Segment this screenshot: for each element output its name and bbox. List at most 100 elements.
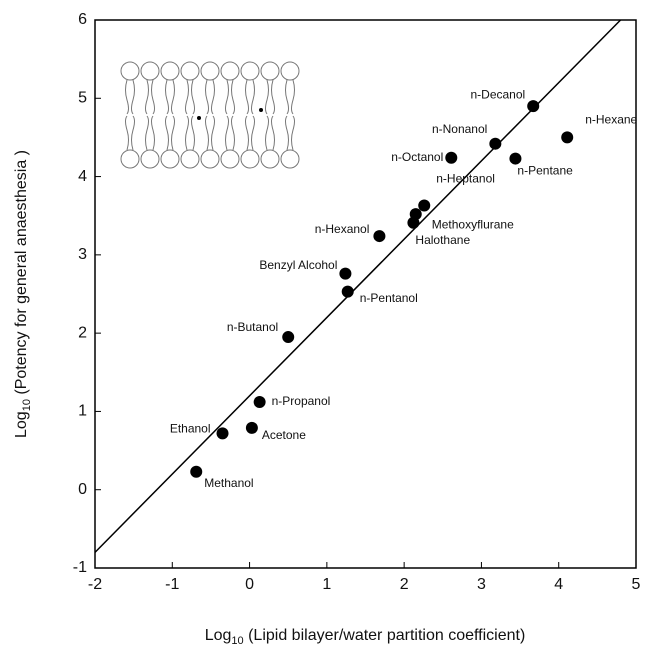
lipid-head	[160, 149, 180, 169]
data-point	[445, 151, 458, 164]
data-point	[409, 208, 422, 221]
lipid-tail	[271, 115, 275, 151]
lipid-tail	[271, 79, 275, 115]
lipid-tail	[265, 79, 269, 115]
data-point	[216, 427, 229, 440]
lipid-tail	[145, 79, 149, 115]
point-label: Ethanol	[170, 422, 211, 436]
lipid-tail	[291, 115, 295, 151]
point-label: n-Decanol	[471, 87, 526, 101]
lipid-head	[200, 149, 220, 169]
point-label: n-Octanol	[391, 150, 443, 164]
lipid-tail	[251, 79, 255, 115]
lipid-head	[240, 149, 260, 169]
data-point	[527, 100, 540, 113]
x-axis-label: Log10 (Lipid bilayer/water partition coe…	[205, 627, 526, 647]
lipid-tail	[245, 115, 249, 151]
lipid-head	[220, 149, 240, 169]
y-label-main: Log	[13, 411, 30, 438]
lipid-head	[220, 61, 240, 81]
lipid-tail	[151, 115, 155, 151]
point-label: n-Nonanol	[432, 122, 487, 136]
x-tick-label: 5	[632, 576, 641, 593]
plot-frame	[94, 19, 637, 569]
y-tick-label: 5	[78, 90, 87, 107]
point-label: Benzyl Alcohol	[259, 258, 337, 272]
lipid-tail	[225, 115, 229, 151]
lipid-tail	[145, 115, 149, 151]
lipid-tail	[231, 115, 235, 151]
point-label: Methanol	[204, 476, 253, 490]
data-point	[373, 230, 386, 243]
x-label-rest: (Lipid bilayer/water partition coefficie…	[244, 627, 526, 644]
lipid-head	[200, 61, 220, 81]
point-label: Methoxyflurane	[432, 217, 514, 231]
lipid-tail	[265, 115, 269, 151]
lipid-tail	[131, 79, 135, 115]
y-tick-label: 4	[78, 168, 87, 185]
lipid-head	[260, 61, 280, 81]
data-point	[282, 331, 295, 344]
lipid-tail	[131, 115, 135, 151]
y-axis-label: Log10 (Potency for general anaesthesia )	[13, 150, 33, 438]
data-point	[489, 137, 502, 150]
lipid-tail	[225, 79, 229, 115]
x-tick-label: -1	[165, 576, 179, 593]
data-point	[561, 131, 574, 144]
lipid-head	[260, 149, 280, 169]
lipid-head	[280, 149, 300, 169]
x-label-main: Log	[205, 627, 232, 644]
lipid-head	[120, 149, 140, 169]
x-tick-label: -2	[88, 576, 102, 593]
molecule	[259, 108, 263, 112]
x-label-sub: 10	[231, 635, 243, 647]
point-label: n-Pentanol	[360, 291, 418, 305]
x-tick-label: 3	[477, 576, 486, 593]
lipid-tail	[185, 115, 189, 151]
x-tick-label: 4	[554, 576, 563, 593]
point-label: n-Hexane	[585, 113, 637, 127]
lipid-tail	[231, 79, 235, 115]
point-label: n-Hexanol	[315, 222, 370, 236]
lipid-tail	[251, 115, 255, 151]
x-tick-label: 0	[245, 576, 254, 593]
lipid-head	[140, 149, 160, 169]
lipid-tail	[285, 79, 289, 115]
lipid-tail	[171, 79, 175, 115]
y-tick-label: -1	[73, 559, 87, 576]
data-point	[339, 267, 352, 280]
y-label-rest: (Potency for general anaesthesia )	[13, 150, 30, 399]
lipid-tail	[125, 115, 129, 151]
lipid-head	[160, 61, 180, 81]
lipid-head	[120, 61, 140, 81]
lipid-tail	[291, 79, 295, 115]
x-tick-label: 1	[322, 576, 331, 593]
lipid-head	[280, 61, 300, 81]
lipid-tail	[191, 115, 195, 151]
lipid-head	[240, 61, 260, 81]
point-label: n-Heptanol	[436, 172, 495, 186]
lipid-tail	[205, 115, 209, 151]
point-label: n-Propanol	[272, 394, 331, 408]
data-point	[341, 285, 354, 298]
data-point	[245, 421, 258, 434]
lipid-head	[140, 61, 160, 81]
lipid-tail	[191, 79, 195, 115]
lipid-head	[180, 149, 200, 169]
y-tick-label: 1	[78, 403, 87, 420]
lipid-tail	[185, 79, 189, 115]
data-point	[509, 152, 522, 165]
point-label: n-Butanol	[227, 320, 278, 334]
point-label: Halothane	[415, 233, 470, 247]
lipid-tail	[165, 115, 169, 151]
lipid-tail	[205, 79, 209, 115]
lipid-tail	[245, 79, 249, 115]
data-point	[253, 396, 266, 409]
lipid-tail	[211, 79, 215, 115]
y-tick-label: 3	[78, 246, 87, 263]
lipid-tail	[211, 115, 215, 151]
lipid-head	[180, 61, 200, 81]
fit-line	[94, 19, 622, 553]
y-tick-label: 6	[78, 11, 87, 28]
